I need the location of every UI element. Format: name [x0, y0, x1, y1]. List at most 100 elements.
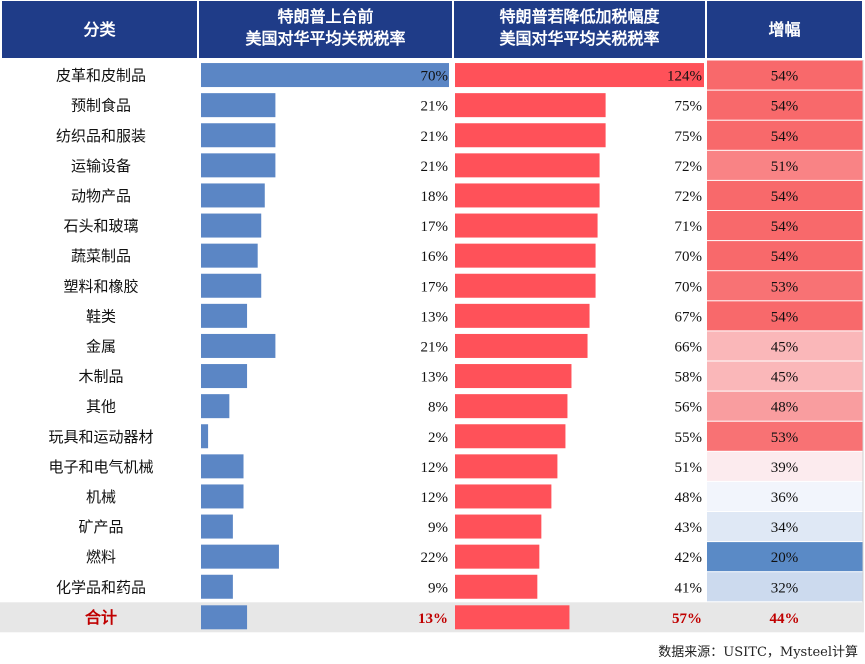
header-increase-label: 增幅 — [768, 20, 800, 39]
increase-value-label: 45% — [771, 339, 799, 355]
after-bar — [455, 243, 596, 268]
increase-value-label: 54% — [771, 99, 799, 115]
table-row: 石头和玻璃 17% 71% 54% — [63, 211, 863, 241]
after-value-label: 43% — [675, 520, 703, 536]
before-bar — [201, 123, 276, 148]
increase-cell — [707, 120, 863, 150]
increase-value-label: 53% — [771, 430, 799, 446]
before-value-label: 21% — [421, 99, 449, 115]
before-value-label: 16% — [421, 249, 449, 265]
row-category-label: 玩具和运动器材 — [48, 428, 153, 446]
column-separators — [197, 60, 864, 633]
after-bar — [455, 273, 596, 298]
total-after-bar — [455, 605, 570, 630]
after-value-label: 124% — [667, 69, 702, 85]
increase-value-label: 54% — [771, 69, 799, 85]
row-category-label: 石头和玻璃 — [63, 217, 138, 235]
total-before-value-label: 13% — [418, 611, 448, 627]
after-value-label: 42% — [675, 550, 703, 566]
increase-cell — [707, 361, 863, 391]
after-bar — [455, 484, 552, 509]
increase-cell — [707, 512, 863, 542]
after-bar — [455, 303, 590, 328]
before-value-label: 21% — [421, 159, 449, 175]
row-category-label: 金属 — [86, 337, 116, 355]
before-value-label: 12% — [421, 460, 449, 476]
before-value-label: 21% — [421, 129, 449, 145]
after-bar — [455, 574, 538, 599]
before-bar — [201, 93, 276, 118]
increase-cell — [707, 391, 863, 421]
before-value-label: 18% — [421, 189, 449, 205]
after-value-label: 72% — [675, 159, 703, 175]
before-bar — [201, 153, 276, 178]
header-after-label: 美国对华平均关税税率 — [499, 29, 659, 48]
table-row: 金属 21% 66% 45% — [86, 331, 863, 361]
table-row: 鞋类 13% 67% 54% — [86, 301, 863, 331]
before-bar — [201, 454, 244, 479]
increase-value-label: 51% — [771, 159, 799, 175]
table-row: 化学品和药品 9% 41% 32% — [56, 572, 863, 602]
increase-cell — [707, 421, 863, 451]
header-increase-cell — [707, 1, 862, 58]
before-bar — [201, 394, 230, 419]
after-bar — [455, 333, 588, 358]
row-category-label: 动物产品 — [71, 187, 131, 205]
before-bar — [201, 364, 248, 389]
row-category-label: 塑料和橡胶 — [63, 277, 138, 295]
table-row: 预制食品 21% 75% 54% — [71, 90, 863, 120]
before-value-label: 12% — [421, 490, 449, 506]
before-value-label: 9% — [428, 580, 448, 596]
table-body: 皮革和皮制品 70% 124% 54% 预制食品 21% 75% 54% 纺织品和服装 21% 75… — [48, 60, 864, 633]
after-bar — [455, 424, 566, 449]
before-bar — [201, 183, 265, 208]
after-value-label: 70% — [675, 249, 703, 265]
header-before-label: 特朗普上台前 — [277, 7, 373, 26]
after-bar — [455, 63, 704, 88]
after-bar — [455, 454, 558, 479]
increase-value-label: 54% — [771, 309, 799, 325]
after-value-label: 75% — [675, 99, 703, 115]
before-value-label: 17% — [421, 219, 449, 235]
total-category-label: 合计 — [85, 608, 117, 627]
row-category-label: 矿产品 — [78, 518, 123, 536]
after-value-label: 55% — [675, 430, 703, 446]
after-bar — [455, 93, 606, 118]
before-bar — [201, 63, 449, 88]
total-row-background — [0, 602, 863, 633]
before-bar — [201, 243, 258, 268]
row-category-label: 木制品 — [78, 368, 123, 386]
after-value-label: 70% — [675, 279, 703, 295]
after-bar — [455, 514, 542, 539]
header-category-cell — [2, 1, 197, 58]
table-row: 燃料 22% 42% 20% — [86, 542, 863, 572]
after-bar — [455, 544, 540, 569]
increase-value-label: 54% — [771, 249, 799, 265]
row-category-label: 鞋类 — [86, 307, 116, 325]
table-row: 运输设备 21% 72% 51% — [71, 150, 863, 180]
row-category-label: 预制食品 — [71, 97, 131, 115]
row-category-label: 蔬菜制品 — [71, 247, 131, 265]
increase-value-label: 54% — [771, 219, 799, 235]
table-row: 电子和电气机械 12% 51% 39% — [48, 451, 863, 481]
header-before-label: 美国对华平均关税税率 — [245, 29, 405, 48]
row-category-label: 运输设备 — [71, 157, 131, 175]
after-value-label: 75% — [675, 129, 703, 145]
before-bar — [201, 273, 262, 298]
after-value-label: 67% — [675, 309, 703, 325]
after-bar — [455, 123, 606, 148]
total-increase-value-label: 44% — [770, 611, 800, 627]
table-row: 玩具和运动器材 2% 55% 53% — [48, 421, 863, 451]
table-row: 塑料和橡胶 17% 70% 53% — [63, 271, 863, 301]
header-after-cell — [454, 1, 705, 58]
before-bar — [201, 213, 262, 238]
increase-value-label: 20% — [771, 550, 799, 566]
after-value-label: 72% — [675, 189, 703, 205]
before-bar — [201, 544, 279, 569]
before-value-label: 17% — [421, 279, 449, 295]
after-bar — [455, 153, 600, 178]
increase-cell — [707, 572, 863, 602]
increase-value-label: 32% — [771, 580, 799, 596]
row-category-label: 皮革和皮制品 — [56, 67, 146, 85]
